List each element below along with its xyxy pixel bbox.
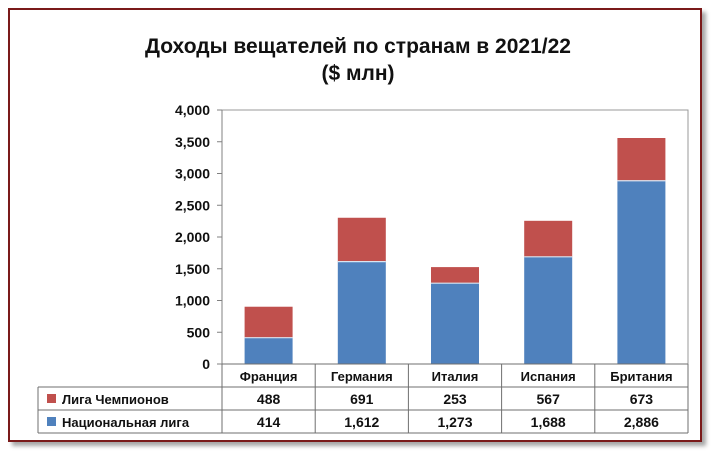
data-label: 1,612: [344, 414, 379, 430]
bar-segment: [431, 283, 479, 364]
bar-segment: [524, 220, 573, 257]
chart-title: Доходы вещателей по странам в 2021/22: [145, 35, 571, 58]
bar-segment: [431, 267, 479, 284]
y-tick-label: 3,500: [175, 134, 210, 150]
data-label: 414: [257, 414, 281, 430]
data-table: Франция Германия Италия Испания Британия Лига…: [37, 363, 689, 434]
data-label: 567: [537, 391, 561, 407]
legend-swatch: [47, 394, 56, 403]
y-tick-label: 2,500: [175, 197, 210, 213]
data-label: 691: [350, 391, 374, 407]
category-label: Франция: [240, 369, 298, 384]
data-label: 1,273: [437, 414, 472, 430]
bar-segment: [617, 138, 666, 181]
bar-segment: [617, 180, 666, 364]
bar-segment: [244, 306, 293, 338]
chart-subtitle: ($ млн): [321, 62, 394, 85]
y-tick-label: 2,000: [175, 229, 210, 245]
data-label: 1,688: [531, 414, 566, 430]
bar-segment: [524, 256, 573, 364]
bar-segment: [337, 217, 386, 262]
data-label: 2,886: [624, 414, 659, 430]
y-tick-label: 1,500: [175, 261, 210, 277]
y-tick-label: 3,000: [175, 166, 210, 182]
legend-label: Национальная лига: [62, 415, 190, 430]
y-tick-label: 500: [187, 324, 211, 340]
bar-segment: [244, 337, 293, 364]
y-tick-label: 0: [202, 356, 210, 372]
legend-swatch: [47, 417, 56, 426]
category-label: Испания: [521, 369, 576, 384]
y-tick-label: 4,000: [175, 102, 210, 118]
data-label: 673: [630, 391, 654, 407]
data-label: 488: [257, 391, 281, 407]
y-tick-label: 1,000: [175, 293, 210, 309]
category-label: Британия: [610, 369, 672, 384]
data-label: 253: [443, 391, 467, 407]
category-label: Германия: [331, 369, 393, 384]
plot-area: 0 500 1,000 1,500 2,000 2,500 3,000 3,500 4,000: [175, 102, 689, 372]
bar-segment: [337, 261, 386, 364]
category-label: Италия: [432, 369, 479, 384]
legend-label: Лига Чемпионов: [62, 392, 169, 407]
